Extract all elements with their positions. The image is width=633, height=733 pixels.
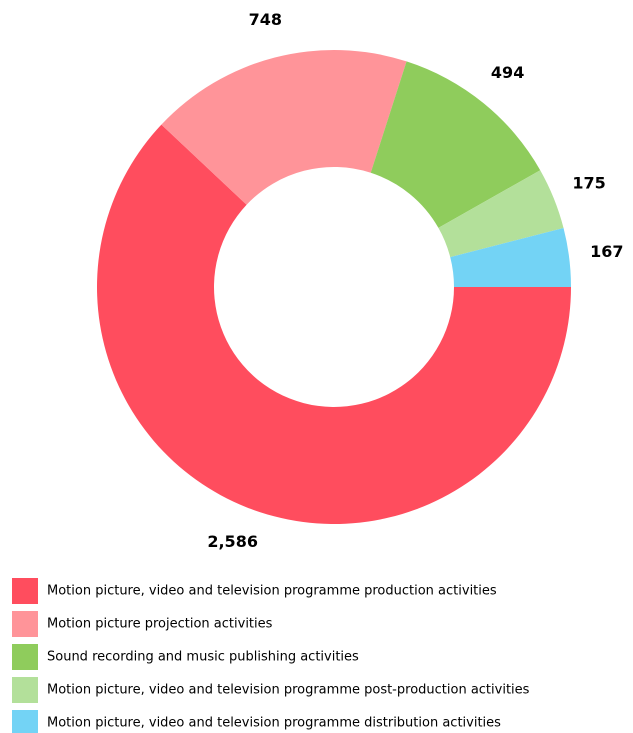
donut-slice: [161, 50, 407, 205]
donut-slice: [370, 61, 541, 228]
legend-label: Motion picture, video and television pro…: [47, 683, 530, 698]
value-label: 2,586: [207, 532, 258, 551]
donut-slice: [438, 170, 564, 258]
value-label: 167: [590, 242, 623, 261]
donut-slice: [96, 124, 571, 525]
donut-slice: [450, 227, 571, 287]
legend-swatch: [12, 578, 38, 604]
value-label: 748: [249, 10, 282, 29]
legend-swatch: [12, 644, 38, 670]
legend-label: Motion picture, video and television pro…: [47, 584, 497, 599]
legend-label: Motion picture projection activities: [47, 617, 273, 632]
legend-label: Motion picture, video and television pro…: [47, 716, 501, 731]
legend-label: Sound recording and music publishing act…: [47, 650, 359, 665]
legend-swatch: [12, 677, 38, 703]
value-label: 175: [572, 174, 605, 193]
legend-swatch: [12, 611, 38, 637]
value-label: 494: [491, 63, 524, 82]
legend-swatch: [12, 710, 38, 733]
